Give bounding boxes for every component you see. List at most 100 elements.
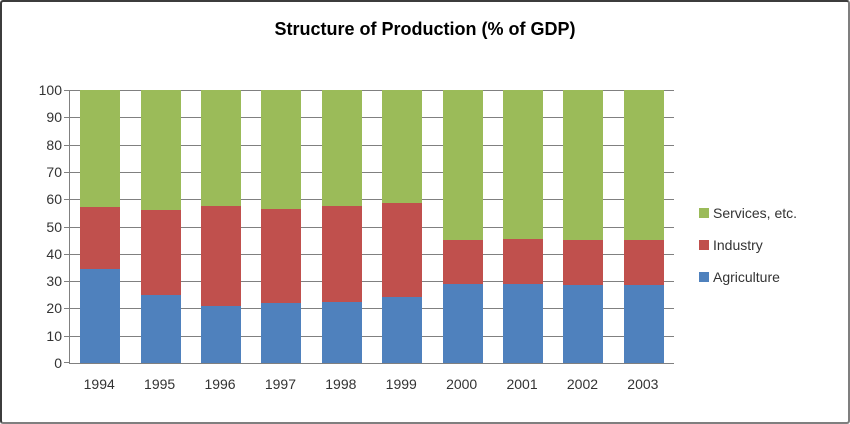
bar-slot-1996 [191, 90, 251, 363]
gridline [70, 254, 674, 255]
bar-segment-industry-2001 [503, 238, 544, 284]
y-axis-label: 60 [46, 191, 62, 207]
bar-segment-industry-1997 [261, 208, 302, 303]
gridline [70, 281, 674, 282]
y-axis-tick [64, 145, 69, 146]
y-axis-label: 40 [46, 246, 62, 262]
bar-segment-agriculture-2002 [563, 285, 604, 363]
x-axis-label-1996: 1996 [204, 376, 236, 392]
y-axis-label: 70 [46, 164, 62, 180]
bar-segment-agriculture-1997 [261, 302, 302, 363]
x-axis-label-2002: 2002 [566, 376, 599, 392]
x-axis-label-2001: 2001 [506, 376, 538, 392]
bar-segment-agriculture-1998 [321, 301, 362, 363]
gridline [70, 227, 674, 228]
y-axis-label: 30 [46, 273, 62, 289]
bar-stack-1998 [321, 90, 362, 363]
gridline [70, 90, 674, 91]
bar-stack-2002 [563, 90, 604, 363]
bar-slot-1994 [70, 90, 130, 363]
gridline [70, 199, 674, 200]
y-axis-tick [64, 90, 69, 91]
bar-stack-2003 [623, 90, 664, 363]
y-axis-label: 80 [46, 137, 62, 153]
bar-segment-services-etc-2000 [442, 90, 483, 241]
bar-stack-2000 [442, 90, 483, 363]
bar-stack-1996 [201, 90, 242, 363]
legend: Services, etc. Industry Agriculture [699, 205, 797, 301]
gridline [70, 308, 674, 309]
bar-stack-1999 [382, 90, 423, 363]
bar-stack-1995 [140, 90, 181, 363]
legend-item-agriculture: Agriculture [699, 269, 797, 285]
x-axis-label-1995: 1995 [144, 376, 176, 392]
bar-segment-services-etc-1999 [382, 90, 423, 204]
y-axis-label: 100 [38, 82, 62, 98]
bar-segment-services-etc-2001 [503, 90, 544, 239]
x-axis-label-2000: 2000 [446, 376, 478, 392]
y-axis-tick [64, 308, 69, 309]
bar-segment-agriculture-1996 [201, 305, 242, 363]
gridline [70, 117, 674, 118]
bar-segment-services-etc-1998 [321, 90, 362, 207]
bar-slot-2003 [614, 90, 674, 363]
gridline [70, 336, 674, 337]
bars-container [70, 90, 674, 363]
y-axis-tick [64, 362, 69, 363]
bar-segment-services-etc-1996 [201, 90, 242, 207]
x-axis-label-1998: 1998 [325, 376, 357, 392]
bar-segment-agriculture-1995 [140, 294, 181, 363]
bar-slot-1999 [372, 90, 432, 363]
y-axis-label: 90 [46, 109, 62, 125]
bar-segment-agriculture-2001 [503, 283, 544, 363]
y-axis-tick [64, 117, 69, 118]
plot-area [64, 90, 674, 364]
legend-swatch-industry [699, 240, 709, 250]
gridline [70, 145, 674, 146]
bar-segment-industry-1995 [140, 210, 181, 295]
gridline [70, 172, 674, 173]
bar-segment-industry-2002 [563, 240, 604, 286]
bar-slot-2000 [432, 90, 492, 363]
y-axis-tick [64, 336, 69, 337]
bar-segment-industry-2000 [442, 240, 483, 284]
y-axis-label: 20 [46, 300, 62, 316]
legend-item-services-etc: Services, etc. [699, 205, 797, 221]
bar-segment-industry-1999 [382, 203, 423, 298]
bar-segment-services-etc-2003 [623, 90, 664, 241]
legend-label: Industry [713, 237, 763, 253]
y-axis-tick [64, 281, 69, 282]
legend-item-industry: Industry [699, 237, 797, 253]
x-axis: 1994 1995 1996 1997 1998 1999 2000 2001 2002 2003 [69, 376, 673, 392]
bar-segment-services-etc-1994 [80, 90, 121, 208]
bar-stack-1997 [261, 90, 302, 363]
legend-label: Services, etc. [713, 205, 798, 221]
bar-segment-agriculture-2003 [623, 285, 664, 363]
bar-slot-2002 [553, 90, 613, 363]
x-axis-label-1997: 1997 [264, 376, 296, 392]
bar-segment-agriculture-2000 [442, 283, 483, 363]
bar-segment-services-etc-1995 [140, 90, 181, 211]
y-axis-label: 50 [46, 219, 62, 235]
bar-stack-1994 [80, 90, 121, 363]
bar-slot-2001 [493, 90, 553, 363]
y-axis-label: 10 [46, 328, 62, 344]
bar-segment-industry-1994 [80, 207, 121, 269]
y-axis-tick [64, 199, 69, 200]
x-axis-label-1999: 1999 [385, 376, 417, 392]
legend-swatch-services-etc [699, 208, 709, 218]
bar-segment-services-etc-1997 [261, 90, 302, 209]
y-axis-tick [64, 172, 69, 173]
legend-label: Agriculture [713, 269, 780, 285]
bar-segment-industry-2003 [623, 240, 664, 286]
y-axis-tick [64, 254, 69, 255]
chart-title: Structure of Production (% of GDP) [274, 19, 576, 39]
x-axis-label-2003: 2003 [627, 376, 659, 392]
bar-segment-agriculture-1994 [80, 268, 121, 363]
y-axis-tick [64, 227, 69, 228]
bar-slot-1997 [251, 90, 311, 363]
bar-segment-services-etc-2002 [563, 90, 604, 241]
legend-swatch-agriculture [699, 272, 709, 282]
y-axis-label: 0 [54, 355, 62, 371]
